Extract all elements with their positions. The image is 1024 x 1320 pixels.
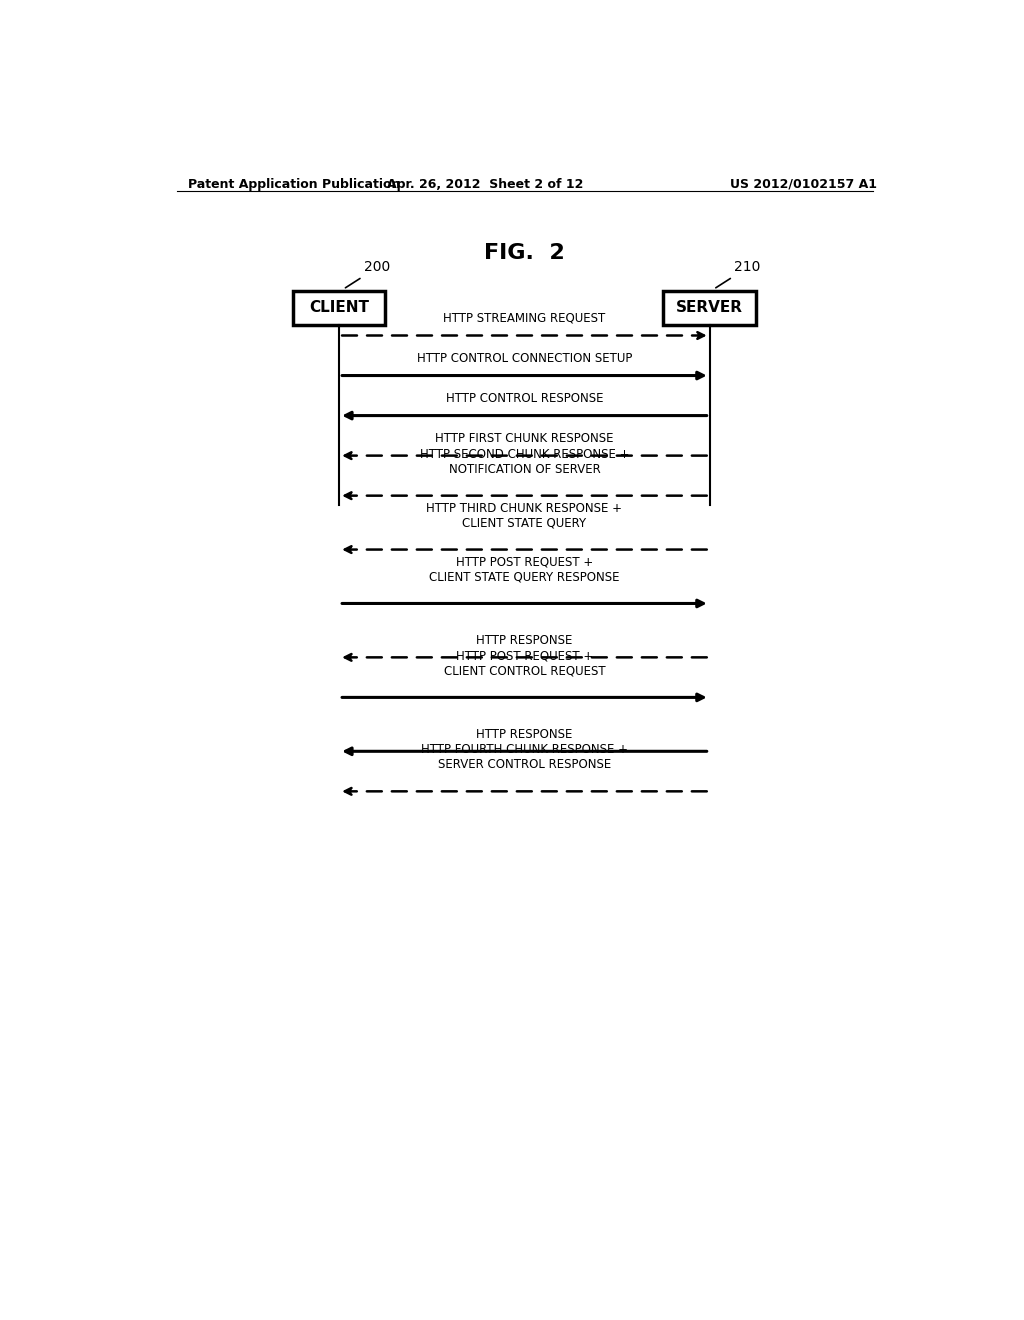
Bar	[664, 290, 756, 325]
Text: 200: 200	[364, 260, 390, 275]
Bar	[293, 290, 385, 325]
Text: Patent Application Publication: Patent Application Publication	[188, 178, 400, 190]
Text: HTTP FIRST CHUNK RESPONSE: HTTP FIRST CHUNK RESPONSE	[435, 432, 613, 445]
Text: HTTP POST REQUEST +
CLIENT STATE QUERY RESPONSE: HTTP POST REQUEST + CLIENT STATE QUERY R…	[429, 556, 620, 583]
Text: HTTP CONTROL RESPONSE: HTTP CONTROL RESPONSE	[445, 392, 603, 405]
Text: FIG.  2: FIG. 2	[484, 243, 565, 263]
Text: HTTP THIRD CHUNK RESPONSE +
CLIENT STATE QUERY: HTTP THIRD CHUNK RESPONSE + CLIENT STATE…	[426, 502, 623, 529]
Text: SERVER: SERVER	[676, 300, 743, 315]
Text: Apr. 26, 2012  Sheet 2 of 12: Apr. 26, 2012 Sheet 2 of 12	[387, 178, 583, 190]
Text: HTTP STREAMING REQUEST: HTTP STREAMING REQUEST	[443, 312, 605, 325]
Text: HTTP FOURTH CHUNK RESPONSE +
SERVER CONTROL RESPONSE: HTTP FOURTH CHUNK RESPONSE + SERVER CONT…	[421, 743, 628, 771]
Text: HTTP CONTROL CONNECTION SETUP: HTTP CONTROL CONNECTION SETUP	[417, 351, 632, 364]
Text: HTTP POST REQUEST +
CLIENT CONTROL REQUEST: HTTP POST REQUEST + CLIENT CONTROL REQUE…	[443, 649, 605, 677]
Text: HTTP RESPONSE: HTTP RESPONSE	[476, 634, 572, 647]
Text: HTTP SECOND CHUNK RESPONSE +
NOTIFICATION OF SERVER: HTTP SECOND CHUNK RESPONSE + NOTIFICATIO…	[420, 447, 629, 475]
Text: HTTP RESPONSE: HTTP RESPONSE	[476, 727, 572, 741]
Text: 210: 210	[734, 260, 761, 275]
Text: CLIENT: CLIENT	[309, 300, 370, 315]
Text: US 2012/0102157 A1: US 2012/0102157 A1	[730, 178, 878, 190]
